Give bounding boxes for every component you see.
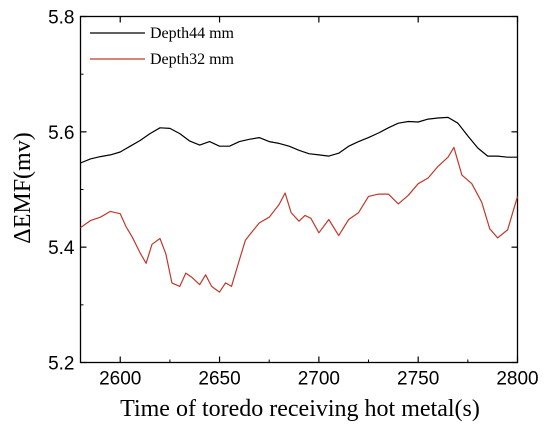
legend-label-depth44: Depth44 mm — [150, 25, 235, 42]
legend: Depth44 mm Depth32 mm — [90, 25, 235, 68]
x-tick-label: 2650 — [198, 369, 240, 390]
y-tick-label: 5.2 — [48, 354, 74, 375]
ticks-layer: 2600 2650 2700 2750 2800 5.2 5.4 5.6 5.8 — [48, 8, 539, 390]
y-tick-label: 5.4 — [48, 238, 75, 259]
y-tick-label: 5.6 — [48, 123, 74, 144]
x-tick-label: 2800 — [496, 369, 538, 390]
series-line-depth44-mm — [80, 116, 518, 164]
y-tick-label: 5.8 — [48, 8, 74, 29]
series-layer — [80, 116, 519, 293]
y-axis-title: ΔEMF(mv) — [10, 132, 36, 243]
series-line-depth32-mm — [80, 146, 519, 293]
x-tick-label: 2750 — [397, 369, 439, 390]
legend-label-depth32: Depth32 mm — [150, 51, 235, 68]
x-tick-label: 2600 — [99, 369, 141, 390]
x-axis-title: Time of toredo receiving hot metal(s) — [120, 396, 480, 422]
x-tick-label: 2700 — [298, 369, 340, 390]
plot-area-frame — [79, 15, 519, 364]
